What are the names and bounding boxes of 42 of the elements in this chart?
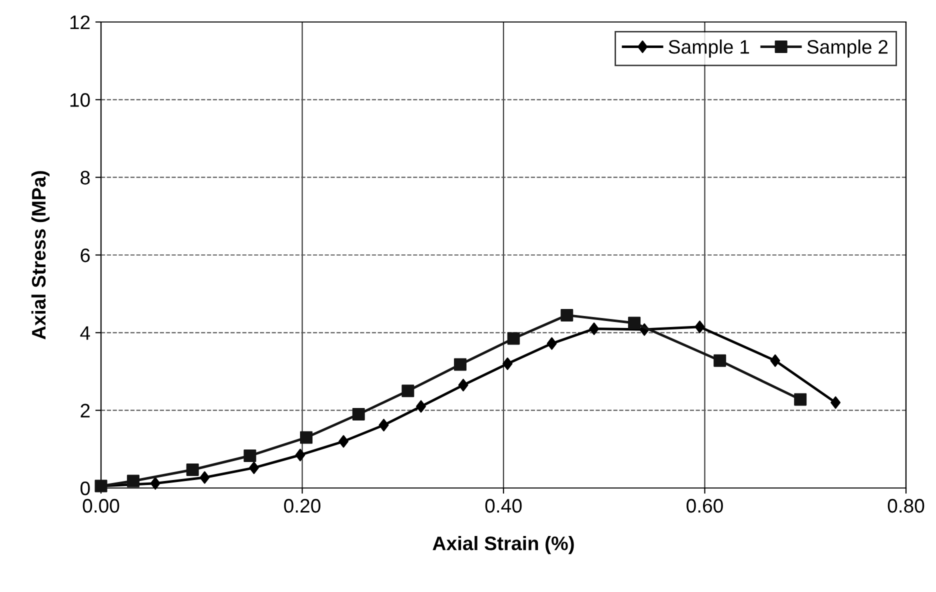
y-tick-label: 4 xyxy=(80,326,90,340)
x-axis-title: Axial Strain (%) xyxy=(432,536,574,554)
point xyxy=(352,408,365,420)
point xyxy=(589,322,600,336)
point xyxy=(295,448,306,462)
point xyxy=(150,477,160,490)
x-tick-label: 0.40 xyxy=(485,498,522,513)
x-tick-label: 0.00 xyxy=(82,498,120,513)
point xyxy=(794,393,807,406)
y-tick-label: 10 xyxy=(70,93,90,107)
point xyxy=(378,418,389,432)
point xyxy=(546,337,557,350)
y-axis-title: Axial Stress (MPa) xyxy=(31,171,50,340)
x-tick-label: 0.80 xyxy=(888,498,924,513)
point xyxy=(126,474,140,488)
point xyxy=(402,384,414,398)
point xyxy=(628,316,641,330)
y-tick-label: 6 xyxy=(80,248,90,262)
point xyxy=(458,378,468,392)
point xyxy=(502,357,512,370)
x-tick-label: 0.20 xyxy=(284,498,320,513)
point xyxy=(244,450,256,462)
legend-label: Sample 2 xyxy=(807,40,888,58)
point xyxy=(507,332,520,345)
point xyxy=(714,354,726,367)
point xyxy=(770,354,780,367)
y-tick-label: 8 xyxy=(80,170,90,185)
point xyxy=(454,358,466,371)
legend-label: Sample 1 xyxy=(668,40,750,58)
point xyxy=(694,320,705,334)
point xyxy=(300,431,313,444)
x-tick-label: 0.60 xyxy=(686,498,723,513)
point xyxy=(186,464,199,476)
y-tick-label: 2 xyxy=(80,404,90,418)
point xyxy=(830,396,841,409)
point xyxy=(338,435,348,448)
point xyxy=(200,471,210,484)
y-tick-label: 12 xyxy=(70,15,90,30)
point xyxy=(416,400,426,413)
point xyxy=(560,308,574,322)
point xyxy=(248,462,259,474)
y-tick-label: 0 xyxy=(80,481,90,496)
